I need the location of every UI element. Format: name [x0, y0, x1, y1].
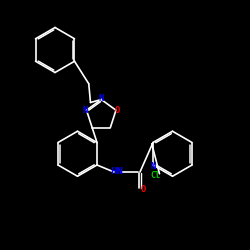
Text: Cl: Cl	[150, 170, 160, 179]
Text: N: N	[82, 106, 88, 115]
Text: N: N	[150, 162, 156, 171]
Text: N: N	[98, 94, 104, 103]
Text: O: O	[140, 186, 146, 194]
Text: O: O	[114, 106, 120, 115]
Text: HN: HN	[110, 168, 124, 176]
